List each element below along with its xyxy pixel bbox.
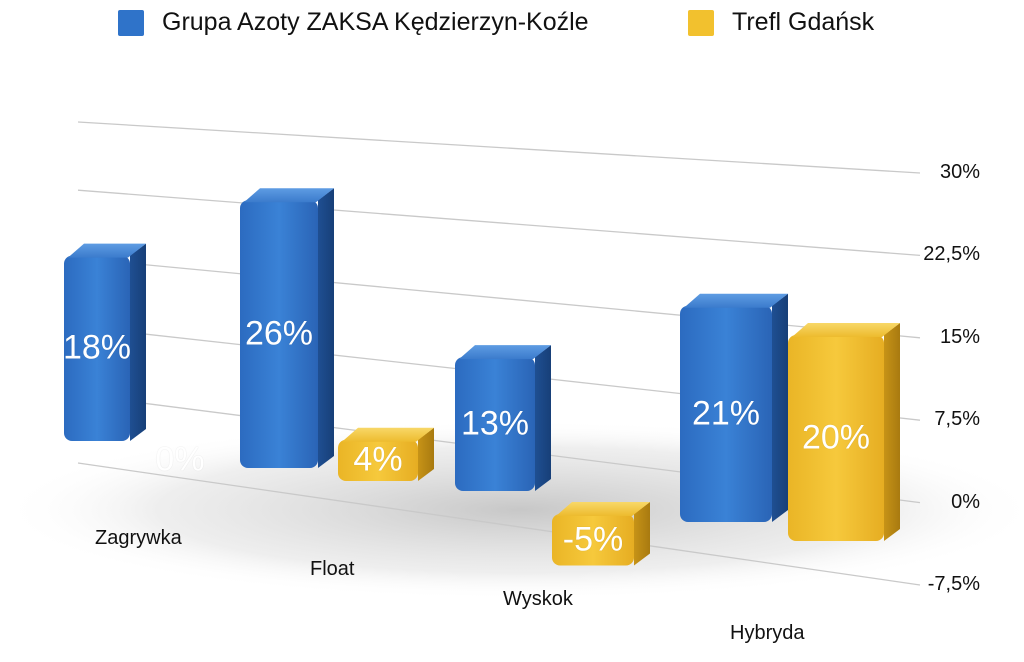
category-label: Zagrywka [95,527,182,549]
data-label: 20% [801,418,871,457]
bar-zaksa-top [459,345,551,360]
bar-trefl [788,323,900,541]
bar-zaksa [455,345,551,491]
legend-swatch-zaksa [118,9,144,36]
bar-zaksa-front [240,200,318,468]
bar-zaksa-side [772,293,788,522]
bar-trefl-side [884,323,900,541]
y-tick-label: -7,5% [927,573,980,595]
gridline [77,121,921,174]
bar-zaksa-top [684,293,788,308]
data-label: 4% [353,440,403,479]
bar-zaksa-side [535,345,551,491]
legend-item-zaksa: Grupa Azoty ZAKSA Kędzierzyn-Koźle [118,8,589,37]
gridline [77,257,921,339]
category-label: Float [310,558,355,580]
data-label: 0% [155,440,205,479]
bar-trefl-side [634,502,650,566]
bar-trefl-top [556,502,650,516]
legend-label-zaksa: Grupa Azoty ZAKSA Kędzierzyn-Koźle [162,8,589,36]
category-label: Wyskok [503,588,573,610]
legend-swatch-trefl [688,9,714,36]
legend-item-trefl: Trefl Gdańsk [688,8,874,37]
bar-trefl-front [788,335,884,541]
bar-trefl-top [792,323,900,337]
data-label: -5% [562,520,624,559]
bar-trefl [338,427,434,481]
legend-label-trefl: Trefl Gdańsk [732,8,875,36]
legend: Grupa Azoty ZAKSA Kędzierzyn-Koźle Trefl… [0,8,1024,42]
category-label: Hybryda [730,622,805,644]
data-label: 18% [62,328,132,367]
gridline [77,462,921,586]
bar-zaksa-top [68,243,146,258]
bar-trefl [552,502,650,566]
bar-trefl-front [552,514,634,566]
y-tick-label: 7,5% [934,408,980,431]
bar-zaksa-front [455,357,535,491]
bar-zaksa [240,188,334,468]
bar-zaksa-top [244,188,334,203]
y-tick-label: 22,5% [923,243,980,266]
data-label: 26% [244,314,314,353]
bar-zaksa [680,293,788,522]
y-tick-label: 15% [939,325,980,348]
bar-trefl-top [342,427,434,442]
y-tick-label: 0% [951,490,980,513]
bar-trefl-side [418,427,434,481]
data-label: 21% [691,394,761,433]
bar-trefl-front [338,439,418,481]
y-tick-label: 30% [939,161,980,183]
bar-zaksa-side [130,243,146,441]
bar-zaksa-front [680,305,772,522]
bar-zaksa-side [318,188,334,468]
bars [64,188,900,566]
data-label: 13% [460,404,530,443]
bar-zaksa [64,243,146,441]
gridline [77,189,921,257]
bar-zaksa-front [64,255,130,441]
